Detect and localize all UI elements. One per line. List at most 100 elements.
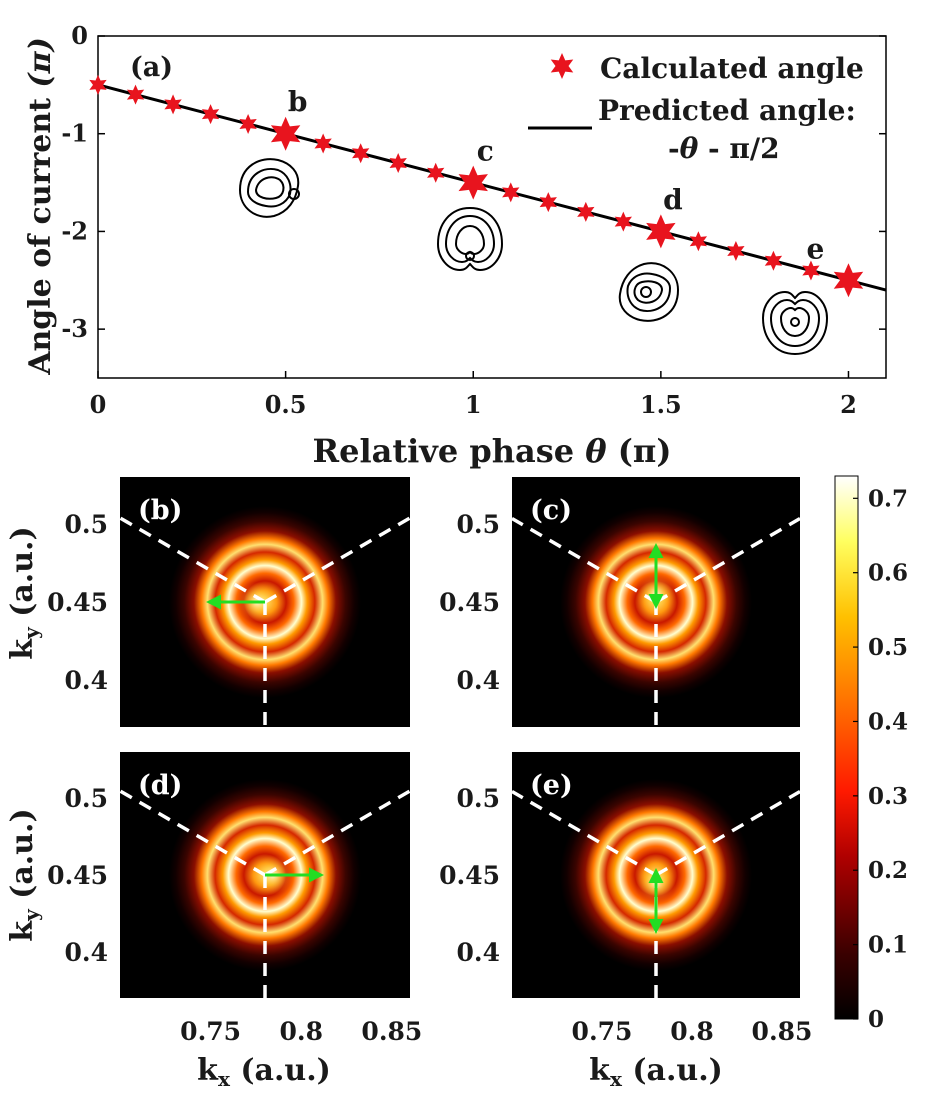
kx-tick-label: 0.75 bbox=[180, 1017, 241, 1046]
ky-tick-label: 0.45 bbox=[439, 861, 500, 890]
calculated-angle-point bbox=[201, 104, 220, 125]
panel-e-label: (e) bbox=[530, 770, 573, 801]
x-ticks: 0 0.5 1 1.5 2 bbox=[90, 371, 857, 419]
inset-swirl-d-icon bbox=[618, 262, 680, 322]
colorbar-tick-label: 0.1 bbox=[868, 932, 908, 959]
ky-tick-label: 0.45 bbox=[439, 588, 500, 617]
ky-tick-label: 0.5 bbox=[457, 510, 501, 539]
calculated-angle-point bbox=[577, 201, 595, 222]
dashed-boundary-left bbox=[511, 516, 657, 604]
kx-tick-label: 0.85 bbox=[752, 1017, 813, 1046]
calculated-angle-point bbox=[764, 250, 783, 271]
legend-predicted-label: Predicted angle: bbox=[598, 94, 856, 127]
colorbar-tick-label: 0.4 bbox=[868, 708, 908, 735]
x-axis-title: Relative phase θ (π) bbox=[313, 432, 672, 470]
ky-tick-label: 0.45 bbox=[47, 861, 108, 890]
x-tick-label: 0.5 bbox=[265, 390, 307, 419]
calculated-angle-point bbox=[502, 182, 520, 203]
calculated-angle-point bbox=[314, 133, 332, 154]
calculated-angle-point bbox=[126, 84, 145, 105]
ky-tick-label: 0.45 bbox=[47, 588, 108, 617]
y-tick-label: -2 bbox=[61, 216, 88, 245]
dashed-boundary-right bbox=[655, 789, 801, 877]
inset-swirl-e-icon bbox=[761, 290, 829, 356]
heatmap-panel-b: (b) 0.5 0.45 0.4 bbox=[47, 477, 411, 727]
ky-tick-label: 0.4 bbox=[65, 938, 109, 967]
calculated-angle-point bbox=[89, 74, 107, 95]
y-ticks: 0 -1 -2 -3 bbox=[61, 21, 886, 343]
panel-a: 0 0.5 1 1.5 2 0 -1 -2 -3 b c d e bbox=[23, 21, 887, 470]
heatmap-panel-e: (e) 0.5 0.45 0.4 0.75 0.8 0.85 bbox=[439, 752, 812, 1046]
calculated-angle-point bbox=[646, 214, 676, 249]
ky-axis-title-bottom: ky (a.u.) bbox=[5, 808, 43, 941]
panel-c-label: (c) bbox=[530, 495, 572, 526]
calculated-angle-point bbox=[802, 260, 820, 281]
ky-tick-label: 0.4 bbox=[457, 666, 501, 695]
kx-tick-label: 0.75 bbox=[572, 1017, 633, 1046]
colorbar-tick-label: 0.5 bbox=[868, 634, 908, 661]
inset-swirl-b-icon bbox=[238, 158, 300, 218]
dashed-boundary-left bbox=[119, 789, 266, 877]
y-axis-title: Angle of current (π) bbox=[23, 37, 58, 376]
colorbar: 0 0.1 0.2 0.3 0.4 0.5 0.6 0.7 bbox=[834, 475, 908, 1033]
calculated-angle-stars bbox=[89, 74, 864, 298]
panel-d-label: (d) bbox=[138, 770, 182, 801]
ky-tick-label: 0.4 bbox=[457, 938, 501, 967]
panel-b-label: (b) bbox=[138, 495, 182, 526]
predicted-angle-line bbox=[97, 83, 887, 292]
colorbar-gradient bbox=[834, 475, 859, 1020]
ky-tick-label: 0.5 bbox=[457, 784, 501, 813]
calculated-angle-point bbox=[833, 263, 864, 298]
kx-tick-label: 0.85 bbox=[361, 1017, 422, 1046]
calculated-angle-point bbox=[164, 94, 182, 115]
annotation-c: c bbox=[477, 135, 494, 168]
kx-tick-label: 0.8 bbox=[280, 1017, 324, 1046]
ky-axis-title-top: ky (a.u.) bbox=[5, 526, 43, 659]
calculated-angle-point bbox=[458, 165, 488, 200]
panel-a-label: (a) bbox=[130, 52, 173, 83]
annotation-e: e bbox=[807, 232, 825, 265]
plot-frame bbox=[97, 35, 887, 379]
kx-axis-title-right: kx (a.u.) bbox=[589, 1053, 723, 1091]
colorbar-tick-label: 0.6 bbox=[868, 560, 908, 587]
calculated-angle-point bbox=[389, 153, 407, 174]
ky-tick-label: 0.4 bbox=[65, 666, 109, 695]
legend-star-marker bbox=[550, 53, 574, 79]
dashed-boundary-right bbox=[264, 516, 411, 604]
inset-swirl-c-icon bbox=[436, 206, 504, 272]
colorbar-tick-label: 0.2 bbox=[868, 857, 908, 884]
legend-formula: -θ - π/2 bbox=[668, 132, 780, 165]
ky-tick-label: 0.5 bbox=[65, 510, 109, 539]
legend: Calculated angle Predicted angle: -θ - π… bbox=[528, 52, 864, 165]
calculated-angle-point bbox=[727, 240, 745, 261]
calculated-angle-point bbox=[614, 211, 632, 232]
x-tick-label: 0 bbox=[90, 390, 107, 419]
annotation-b: b bbox=[288, 86, 308, 119]
x-tick-label: 1.5 bbox=[640, 390, 682, 419]
calculated-angle-point bbox=[270, 116, 301, 151]
point-annotations: b c d e bbox=[288, 86, 825, 266]
ky-tick-label: 0.5 bbox=[65, 784, 109, 813]
dashed-boundary-right bbox=[655, 516, 801, 604]
x-tick-label: 1 bbox=[465, 390, 482, 419]
colorbar-tick-label: 0 bbox=[868, 1006, 884, 1033]
kx-tick-label: 0.8 bbox=[670, 1017, 714, 1046]
y-tick-label: -1 bbox=[61, 119, 88, 148]
heatmap-panel-d: (d) 0.5 0.45 0.4 0.75 0.8 0.85 bbox=[47, 752, 422, 1046]
kx-axis-title-left: kx (a.u.) bbox=[197, 1053, 331, 1091]
y-tick-label: 0 bbox=[71, 21, 88, 50]
colorbar-tick-label: 0.7 bbox=[868, 485, 908, 512]
calculated-angle-point bbox=[352, 143, 370, 164]
annotation-d: d bbox=[663, 183, 683, 216]
dashed-boundary-right bbox=[264, 789, 411, 877]
calculated-angle-point bbox=[539, 192, 557, 213]
heatmap-panel-c: (c) 0.5 0.45 0.4 bbox=[439, 477, 801, 727]
colorbar-tick-label: 0.3 bbox=[868, 783, 908, 810]
heatmap-panels: (b) 0.5 0.45 0.4 (c) 0.5 0.45 0.4 (d) 0.5 0.45 0.4 0… bbox=[47, 477, 812, 1046]
legend-calculated-label: Calculated angle bbox=[600, 52, 864, 85]
dashed-boundary-left bbox=[511, 789, 657, 877]
calculated-angle-point bbox=[239, 113, 257, 134]
x-tick-label: 2 bbox=[840, 390, 857, 419]
colorbar-ticks: 0 0.1 0.2 0.3 0.4 0.5 0.6 0.7 bbox=[853, 485, 908, 1033]
